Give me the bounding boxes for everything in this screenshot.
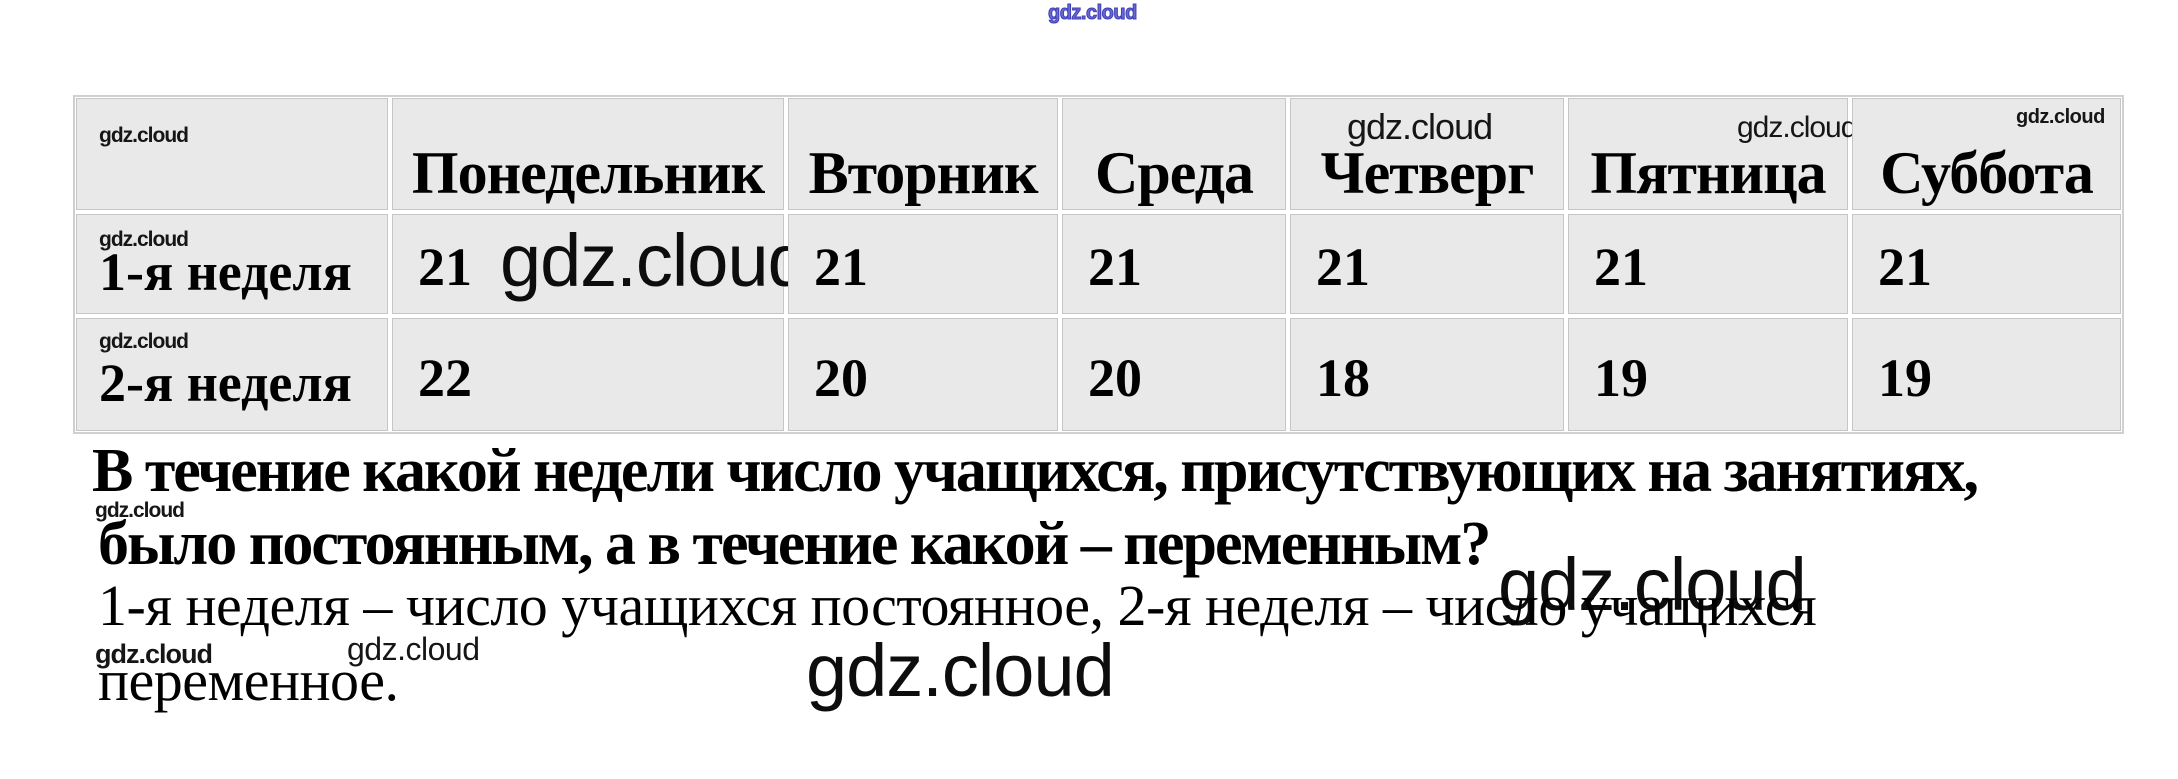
watermark-friday-cell: gdz.cloud (1737, 111, 1857, 144)
header-label: Суббота (1880, 140, 2094, 206)
watermark-top-blue: gdz.cloud (1048, 2, 1138, 24)
row-label-week1: gdz.cloud 1-я неделя (76, 214, 388, 314)
question-line-2: было постоянным, а в течение какой – пер… (98, 510, 1491, 578)
cell-week2-friday: 19 (1568, 318, 1848, 431)
cell-week2-wednesday: 20 (1062, 318, 1286, 431)
watermark-week2-cell: gdz.cloud (99, 330, 189, 353)
cell-week2-thursday: 18 (1290, 318, 1564, 431)
row-label: 1-я неделя (99, 242, 352, 302)
watermark-thursday-cell: gdz.cloud (1347, 106, 1493, 147)
watermark-answer-center: gdz.cloud (347, 631, 480, 667)
cell-week2-monday: 22 (392, 318, 784, 431)
row-label-week2: gdz.cloud 2-я неделя (76, 318, 388, 431)
answer-line-2: переменное. (98, 648, 399, 713)
question-line-1: В течение какой недели число учащихся, п… (92, 437, 1979, 505)
watermark-question: gdz.cloud (95, 499, 185, 522)
header-cell-friday: gdz.cloud Пятница (1568, 98, 1857, 210)
cell-week1-monday: 21 gdz.cloud (392, 214, 809, 314)
cell-week1-thursday: 21 (1290, 214, 1564, 314)
cell-week1-wednesday: 21 (1062, 214, 1286, 314)
watermark-saturday-cell: gdz.cloud (2016, 106, 2105, 128)
watermark-question-big: gdz.cloud (1498, 543, 1807, 626)
watermark-answer-left: gdz.cloud (95, 639, 213, 669)
cell-week2-tuesday: 20 (788, 318, 1058, 431)
cell-week2-saturday: 19 (1852, 318, 2121, 431)
watermark-bottom-big: gdz.cloud (806, 629, 1115, 712)
header-label: Четверг (1320, 140, 1535, 206)
watermark-corner-cell: gdz.cloud (99, 124, 189, 147)
cell-week1-friday: 21 (1568, 214, 1848, 314)
watermark-week1-monday: gdz.cloud (500, 219, 809, 302)
header-cell-tuesday: Вторник (788, 98, 1058, 210)
header-cell-saturday: gdz.cloud Суббота (1852, 98, 2121, 210)
header-cell-monday: Понедельник (392, 98, 784, 210)
attendance-table: gdz.cloud Понедельник Вторник Среда gdz.… (73, 95, 2124, 434)
row-label: 2-я неделя (99, 352, 352, 413)
header-cell-wednesday: Среда (1062, 98, 1286, 210)
header-cell-thursday: gdz.cloud Четверг (1290, 98, 1564, 210)
corner-cell: gdz.cloud (76, 98, 388, 210)
cell-value: 21 (418, 237, 472, 297)
watermark-week1-cell: gdz.cloud (99, 228, 189, 251)
answer-line-1: 1-я неделя – число учащихся постоянное, … (98, 573, 1817, 638)
header-label: Пятница (1590, 140, 1826, 206)
cell-week1-tuesday: 21 (788, 214, 1058, 314)
cell-week1-saturday: 21 (1852, 214, 2121, 314)
